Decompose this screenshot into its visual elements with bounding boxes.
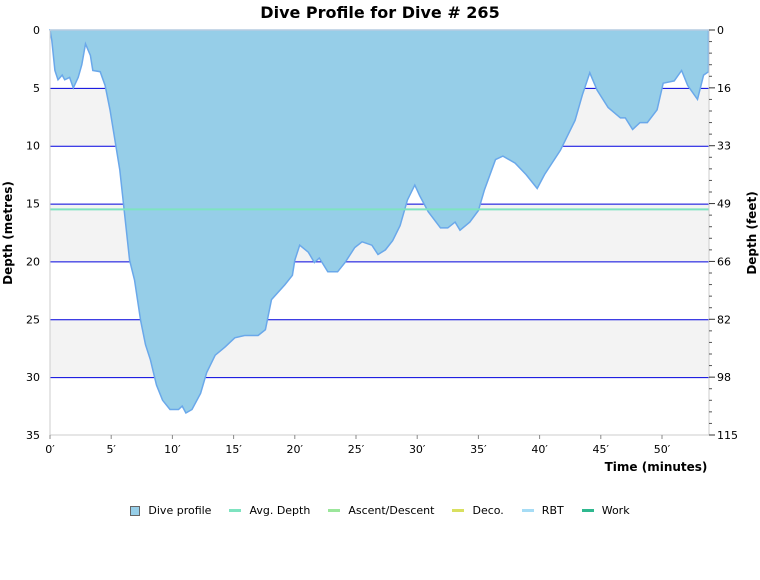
legend-item[interactable]: Avg. Depth [229,504,310,517]
legend-swatch [328,509,341,512]
legend-label: Dive profile [148,504,212,517]
legend-swatch [452,509,465,512]
legend-item[interactable]: Work [581,504,630,517]
x-tick-label: 15′ [225,443,242,456]
legend-label: Avg. Depth [249,504,311,517]
chart-title: Dive Profile for Dive # 265 [260,3,499,22]
x-tick-label: 35′ [470,443,487,456]
y-tick-label: 20 [26,255,40,268]
legend-item[interactable]: Dive profile [130,504,211,517]
legend-item[interactable]: Deco. [452,504,504,517]
y2-tick-label: 33 [717,140,731,153]
y-tick-label: 15 [26,198,40,211]
y-tick-label: 5 [33,82,40,95]
x-tick-label: 30′ [409,443,426,456]
y-tick-label: 35 [26,429,40,442]
x-tick-label: 25′ [348,443,365,456]
dive-profile-area [49,29,710,415]
y-axis-label: Depth (metres) [1,181,15,285]
x-axis-label: Time (minutes) [605,460,708,474]
y2-tick-label: 82 [717,313,731,326]
y-tick-label: 30 [26,371,40,384]
x-tick-label: 40′ [531,443,548,456]
legend-label: Work [601,504,630,517]
x-tick-label: 45′ [593,443,610,456]
y-tick-label: 25 [26,313,40,326]
y-tick-label: 0 [33,24,40,37]
y2-axis-label: Depth (feet) [745,191,759,274]
dive-profile-chart: Dive Profile for Dive # 265 0 5 10 15 20 25 30… [1,3,759,474]
legend-swatch [581,509,594,512]
legend-swatch [229,509,242,512]
legend-item[interactable]: Ascent/Descent [328,504,434,517]
y2-tick-label: 66 [717,255,731,268]
y2-tick-label: 0 [717,24,724,37]
legend-label: RBT [541,504,564,517]
x-tick-label: 20′ [287,443,304,456]
y2-tick-label: 115 [717,429,738,442]
x-tick-label: 10′ [164,443,181,456]
legend-label: Deco. [472,504,504,517]
legend-swatch [521,509,534,512]
x-tick-label: 5′ [106,443,116,456]
y2-tick-label: 16 [717,82,731,95]
y2-tick-label: 98 [717,371,731,384]
y-tick-label: 10 [26,140,40,153]
x-tick-label: 50′ [654,443,671,456]
y2-tick-label: 49 [717,198,731,211]
legend-item[interactable]: RBT [521,504,564,517]
legend-label: Ascent/Descent [348,504,435,517]
legend: Dive profile Avg. Depth Ascent/Descent Deco… [0,504,760,517]
x-tick-label: 0′ [45,443,55,456]
legend-swatch [130,505,141,516]
